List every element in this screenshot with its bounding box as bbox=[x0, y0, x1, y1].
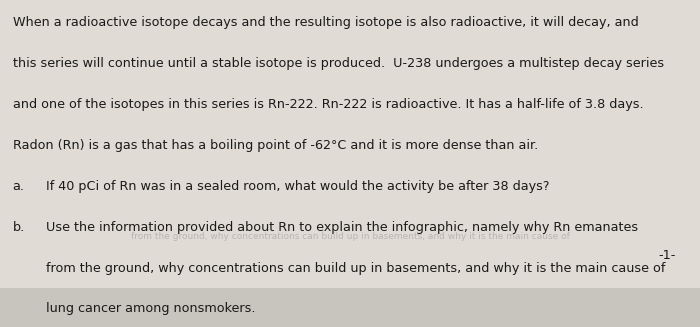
Text: Radon (Rn) is a gas that has a boiling point of -62°C and it is more dense than : Radon (Rn) is a gas that has a boiling p… bbox=[13, 139, 538, 152]
Text: this series will continue until a stable isotope is produced.  U-238 undergoes a: this series will continue until a stable… bbox=[13, 57, 664, 70]
Text: from the ground, why concentrations can build up in basements, and why it is the: from the ground, why concentrations can … bbox=[131, 232, 569, 241]
Text: Use the information provided about Rn to explain the infographic, namely why Rn : Use the information provided about Rn to… bbox=[46, 221, 638, 234]
Text: from the ground, why concentrations can build up in basements, and why it is the: from the ground, why concentrations can … bbox=[46, 262, 665, 275]
Text: -1-: -1- bbox=[658, 249, 676, 262]
FancyBboxPatch shape bbox=[0, 288, 700, 327]
Text: b.: b. bbox=[13, 221, 25, 234]
Text: lung cancer among nonsmokers.: lung cancer among nonsmokers. bbox=[46, 302, 255, 316]
FancyBboxPatch shape bbox=[0, 0, 700, 288]
Text: and one of the isotopes in this series is Rn-222. Rn-222 is radioactive. It has : and one of the isotopes in this series i… bbox=[13, 98, 643, 111]
Text: a.: a. bbox=[13, 180, 25, 193]
Text: When a radioactive isotope decays and the resulting isotope is also radioactive,: When a radioactive isotope decays and th… bbox=[13, 16, 638, 29]
Text: If 40 pCi of Rn was in a sealed room, what would the activity be after 38 days?: If 40 pCi of Rn was in a sealed room, wh… bbox=[46, 180, 549, 193]
